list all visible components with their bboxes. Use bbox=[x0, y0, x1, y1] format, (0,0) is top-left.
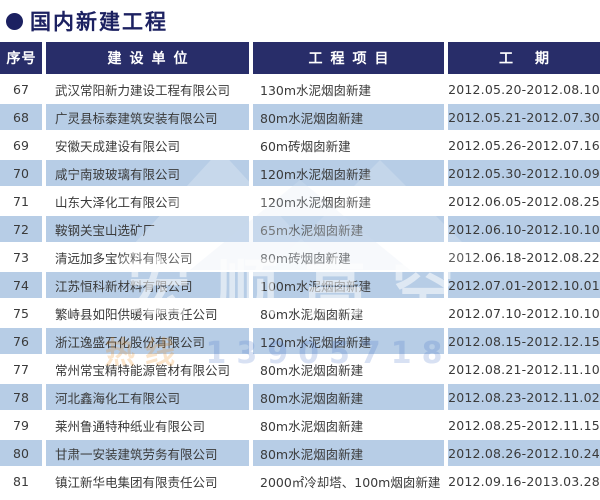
cell-company: 河北鑫海化工有限公司 bbox=[46, 384, 249, 410]
cell-project: 80m水泥烟囱新建 bbox=[253, 356, 444, 382]
cell-company: 镇江新华电集团有限责任公司 bbox=[46, 468, 249, 494]
cell-no: 77 bbox=[0, 356, 42, 382]
table-row: 75 繁峙县如阳供暖有限责任公司 80m水泥烟囱新建 2012.07.10-2012.… bbox=[0, 300, 600, 326]
cell-company: 山东大泽化工有限公司 bbox=[46, 188, 249, 214]
cell-period: 2012.08.23-2012.11.02 bbox=[448, 384, 600, 410]
bullet-icon bbox=[6, 12, 23, 30]
cell-no: 72 bbox=[0, 216, 42, 242]
table-row: 78 河北鑫海化工有限公司 80m水泥烟囱新建 2012.08.23-2012.11.… bbox=[0, 384, 600, 410]
table-row: 80 甘肃一安装建筑劳务有限公司 80m水泥烟囱新建 2012.08.26-2012.… bbox=[0, 440, 600, 466]
table-row: 70 咸宁南玻玻璃有限公司 120m水泥烟囱新建 2012.05.30-2012.10… bbox=[0, 160, 600, 186]
section-title-bar: 国内新建工程 bbox=[0, 0, 600, 42]
cell-no: 67 bbox=[0, 76, 42, 102]
cell-project: 80m水泥烟囱新建 bbox=[253, 440, 444, 466]
projects-table: 序号 建设单位 工程项目 工期 67 武汉常阳新力建设工程有限公司 130m水泥烟囱… bbox=[0, 42, 600, 494]
cell-no: 71 bbox=[0, 188, 42, 214]
cell-no: 70 bbox=[0, 160, 42, 186]
table-header-row: 序号 建设单位 工程项目 工期 bbox=[0, 42, 600, 74]
cell-project: 120m水泥烟囱新建 bbox=[253, 328, 444, 354]
cell-no: 75 bbox=[0, 300, 42, 326]
cell-period: 2012.08.25-2012.11.15 bbox=[448, 412, 600, 438]
table-row: 73 清远加多宝饮料有限公司 80m砖烟囱新建 2012.06.18-2012.08.… bbox=[0, 244, 600, 270]
cell-project: 80m水泥烟囱新建 bbox=[253, 300, 444, 326]
cell-company: 广灵县标泰建筑安装有限公司 bbox=[46, 104, 249, 130]
cell-no: 78 bbox=[0, 384, 42, 410]
cell-period: 2012.06.05-2012.08.25 bbox=[448, 188, 600, 214]
cell-company: 常州常宝精特能源管材有限公司 bbox=[46, 356, 249, 382]
cell-project: 80m水泥烟囱新建 bbox=[253, 412, 444, 438]
table-row: 79 莱州鲁通特种纸业有限公司 80m水泥烟囱新建 2012.08.25-2012.1… bbox=[0, 412, 600, 438]
cell-period: 2012.05.30-2012.10.09 bbox=[448, 160, 600, 186]
cell-company: 江苏恒科新材料有限公司 bbox=[46, 272, 249, 298]
cell-period: 2012.05.21-2012.07.30 bbox=[448, 104, 600, 130]
table-body: 67 武汉常阳新力建设工程有限公司 130m水泥烟囱新建 2012.05.20-201… bbox=[0, 76, 600, 494]
table-row: 68 广灵县标泰建筑安装有限公司 80m水泥烟囱新建 2012.05.21-2012.… bbox=[0, 104, 600, 130]
cell-no: 74 bbox=[0, 272, 42, 298]
cell-project: 120m水泥烟囱新建 bbox=[253, 160, 444, 186]
cell-period: 2012.08.26-2012.10.24 bbox=[448, 440, 600, 466]
cell-period: 2012.07.01-2012.10.01 bbox=[448, 272, 600, 298]
table-row: 74 江苏恒科新材料有限公司 100m水泥烟囱新建 2012.07.01-2012.1… bbox=[0, 272, 600, 298]
cell-project: 100m水泥烟囱新建 bbox=[253, 272, 444, 298]
cell-period: 2012.08.15-2012.12.15 bbox=[448, 328, 600, 354]
cell-project: 2000㎡冷却塔、100m烟囱新建 bbox=[253, 468, 444, 494]
cell-project: 130m水泥烟囱新建 bbox=[253, 76, 444, 102]
column-header-company: 建设单位 bbox=[46, 42, 249, 74]
cell-period: 2012.09.16-2013.03.28 bbox=[448, 468, 600, 494]
cell-project: 80m水泥烟囱新建 bbox=[253, 104, 444, 130]
cell-project: 80m砖烟囱新建 bbox=[253, 244, 444, 270]
cell-company: 甘肃一安装建筑劳务有限公司 bbox=[46, 440, 249, 466]
page-title: 国内新建工程 bbox=[30, 10, 168, 34]
cell-company: 鞍钢关宝山选矿厂 bbox=[46, 216, 249, 242]
column-header-no: 序号 bbox=[0, 42, 42, 74]
cell-company: 安徽天成建设有限公司 bbox=[46, 132, 249, 158]
cell-period: 2012.06.10-2012.10.10 bbox=[448, 216, 600, 242]
cell-project: 65m水泥烟囱新建 bbox=[253, 216, 444, 242]
table-row: 81 镇江新华电集团有限责任公司 2000㎡冷却塔、100m烟囱新建 2012.09.… bbox=[0, 468, 600, 494]
cell-no: 73 bbox=[0, 244, 42, 270]
cell-period: 2012.06.18-2012.08.22 bbox=[448, 244, 600, 270]
cell-period: 2012.08.21-2012.11.10 bbox=[448, 356, 600, 382]
table-row: 67 武汉常阳新力建设工程有限公司 130m水泥烟囱新建 2012.05.20-201… bbox=[0, 76, 600, 102]
cell-no: 80 bbox=[0, 440, 42, 466]
table-row: 71 山东大泽化工有限公司 120m水泥烟囱新建 2012.06.05-2012.08… bbox=[0, 188, 600, 214]
cell-no: 79 bbox=[0, 412, 42, 438]
cell-company: 清远加多宝饮料有限公司 bbox=[46, 244, 249, 270]
cell-no: 81 bbox=[0, 468, 42, 494]
cell-period: 2012.05.26-2012.07.16 bbox=[448, 132, 600, 158]
cell-no: 69 bbox=[0, 132, 42, 158]
cell-company: 咸宁南玻玻璃有限公司 bbox=[46, 160, 249, 186]
column-header-period: 工期 bbox=[448, 42, 600, 74]
table-row: 69 安徽天成建设有限公司 60m砖烟囱新建 2012.05.26-2012.07.1… bbox=[0, 132, 600, 158]
table-row: 76 浙江逸盛石化股份有限公司 120m水泥烟囱新建 2012.08.15-2012.… bbox=[0, 328, 600, 354]
cell-company: 繁峙县如阳供暖有限责任公司 bbox=[46, 300, 249, 326]
cell-project: 60m砖烟囱新建 bbox=[253, 132, 444, 158]
cell-project: 120m水泥烟囱新建 bbox=[253, 188, 444, 214]
cell-no: 68 bbox=[0, 104, 42, 130]
cell-company: 武汉常阳新力建设工程有限公司 bbox=[46, 76, 249, 102]
cell-project: 80m水泥烟囱新建 bbox=[253, 384, 444, 410]
table-row: 72 鞍钢关宝山选矿厂 65m水泥烟囱新建 2012.06.10-2012.10.10 bbox=[0, 216, 600, 242]
cell-no: 76 bbox=[0, 328, 42, 354]
cell-company: 莱州鲁通特种纸业有限公司 bbox=[46, 412, 249, 438]
cell-period: 2012.07.10-2012.10.10 bbox=[448, 300, 600, 326]
cell-period: 2012.05.20-2012.08.10 bbox=[448, 76, 600, 102]
cell-company: 浙江逸盛石化股份有限公司 bbox=[46, 328, 249, 354]
table-row: 77 常州常宝精特能源管材有限公司 80m水泥烟囱新建 2012.08.21-2012… bbox=[0, 356, 600, 382]
column-header-project: 工程项目 bbox=[253, 42, 444, 74]
